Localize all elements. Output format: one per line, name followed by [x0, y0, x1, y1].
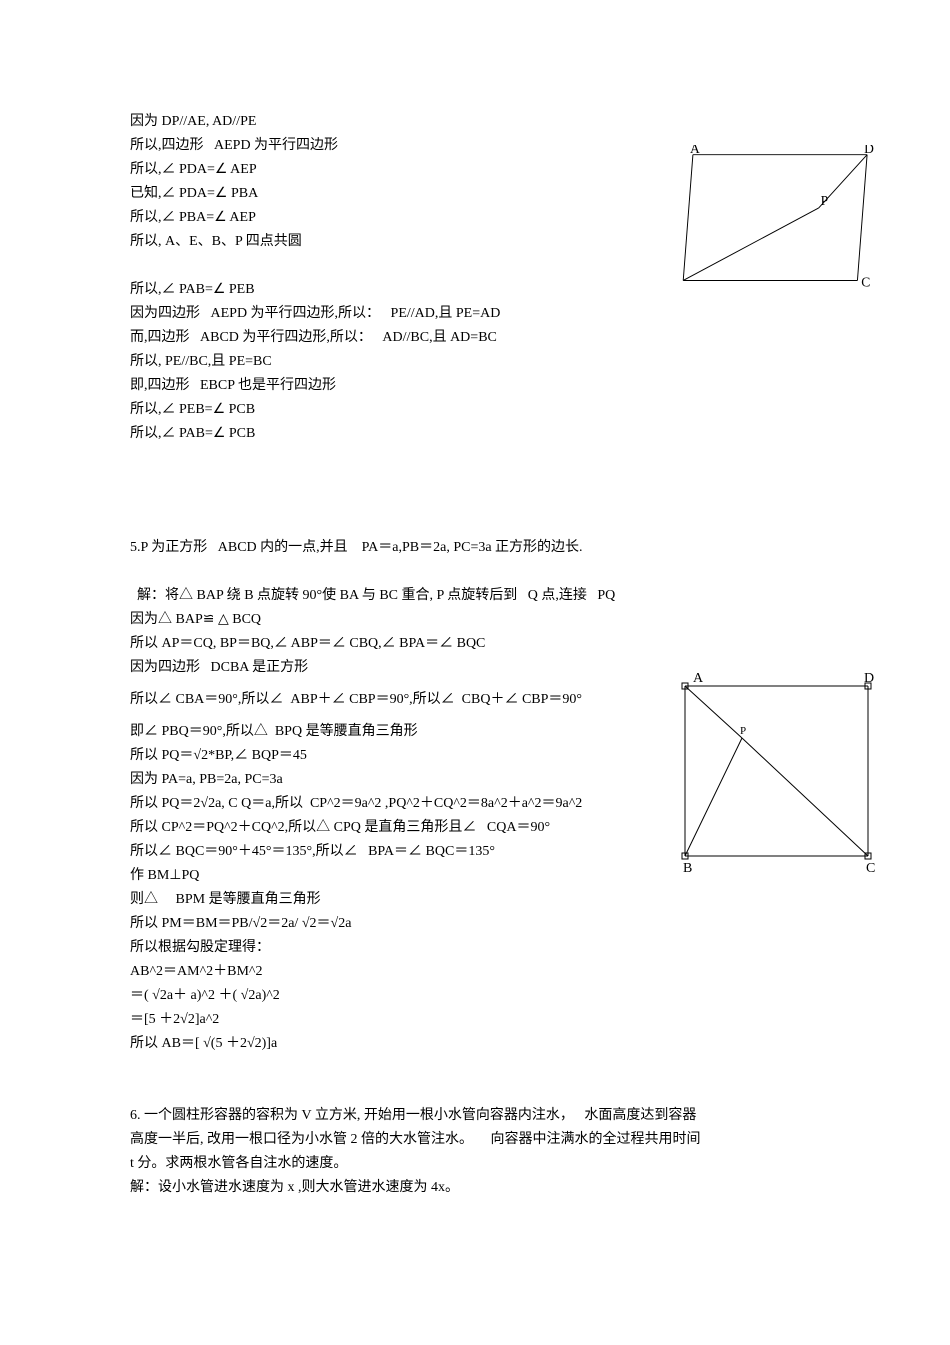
svg-text:P: P	[821, 193, 829, 208]
text-line: 因为 DP//AE, AD//PE	[130, 110, 875, 134]
text-line: 解：将△ BAP 绕 B 点旋转 90°使 BA 与 BC 重合, P 点旋转后…	[130, 584, 875, 608]
svg-text:D: D	[864, 671, 874, 686]
svg-text:P: P	[740, 725, 746, 737]
text-line: 所以, PE//BC,且 PE=BC	[130, 350, 875, 374]
problem-title: 5.P 为正方形 ABCD 内的一点,并且 PA＝a,PB＝2a, PC=3a …	[130, 536, 875, 560]
svg-text:A: A	[693, 671, 704, 686]
text-line: AB^2＝AM^2＋BM^2	[130, 960, 875, 984]
text-line: 即,四边形 EBCP 也是平行四边形	[130, 374, 875, 398]
text-line: ＝[5 ＋2√2]a^2	[130, 1008, 875, 1032]
svg-text:D: D	[864, 145, 874, 156]
svg-text:C: C	[866, 861, 875, 873]
text-line: 所以根据勾股定理得：	[130, 936, 875, 960]
text-line: ＝( √2a＋ a)^2 ＋( √2a)^2	[130, 984, 875, 1008]
text-line: t 分。求两根水管各自注水的速度。	[130, 1152, 875, 1176]
text-line: 所以 AB＝[ √(5 ＋2√2)]a	[130, 1032, 875, 1056]
parallelogram-diagram: A D B C P	[680, 145, 880, 295]
text-line: 所以,∠ PAB=∠ PCB	[130, 422, 875, 446]
text-line: 所以,∠ PEB=∠ PCB	[130, 398, 875, 422]
text-line: 则△ BPM 是等腰直角三角形	[130, 888, 875, 912]
text-line: 所以 PM＝BM＝PB/√2＝2a/ √2＝√2a	[130, 912, 875, 936]
svg-text:B: B	[680, 274, 681, 289]
text-line: 而,四边形 ABCD 为平行四边形,所以： AD//BC,且 AD=BC	[130, 326, 875, 350]
svg-text:C: C	[861, 274, 870, 289]
text-line: 解：设小水管进水速度为 x ,则大水管进水速度为 4x。	[130, 1176, 875, 1200]
text-line: 因为△ BAP≌ △ BCQ	[130, 608, 875, 632]
text-line: 所以 AP＝CQ, BP＝BQ,∠ ABP＝∠ CBQ,∠ BPA＝∠ BQC	[130, 632, 875, 656]
text-line: 6. 一个圆柱形容器的容积为 V 立方米, 开始用一根小水管向容器内注水， 水面…	[130, 1104, 875, 1128]
proof-block-2: 所以,∠ PAB=∠ PEB 因为四边形 AEPD 为平行四边形,所以： PE/…	[130, 278, 875, 446]
square-diagram: A D B C P	[680, 668, 880, 873]
text-line: 因为四边形 AEPD 为平行四边形,所以： PE//AD,且 PE=AD	[130, 302, 875, 326]
svg-text:A: A	[690, 145, 700, 156]
problem-6: 6. 一个圆柱形容器的容积为 V 立方米, 开始用一根小水管向容器内注水， 水面…	[130, 1104, 875, 1200]
svg-text:B: B	[683, 861, 692, 873]
text-line: 高度一半后, 改用一根口径为小水管 2 倍的大水管注水。 向容器中注满水的全过程…	[130, 1128, 875, 1152]
